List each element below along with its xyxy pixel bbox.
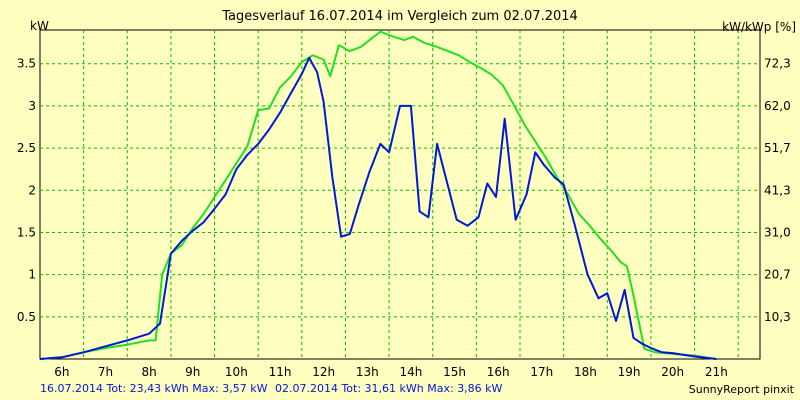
- x-tick-label: 20h: [661, 365, 684, 379]
- x-tick-label: 6h: [54, 365, 69, 379]
- y-tick-label-left: 3.5: [17, 57, 36, 71]
- y-tick-label-right: 20,7: [764, 268, 791, 282]
- y-tick-label-left: 0.5: [17, 310, 36, 324]
- y-tick-label-right: 31,0: [764, 225, 791, 239]
- y-tick-label-left: 2.5: [17, 141, 36, 155]
- x-tick-label: 7h: [98, 365, 113, 379]
- footer-series-1-summary: 16.07.2014 Tot: 23,43 kWh Max: 3,57 kW: [40, 382, 268, 395]
- y-tick-label-left: 1: [28, 268, 36, 282]
- x-tick-label: 14h: [399, 365, 422, 379]
- x-tick-label: 13h: [356, 365, 379, 379]
- series-line-1: [39, 56, 717, 360]
- y-tick-label-right: 62,0: [764, 99, 791, 113]
- footer-series-2-summary: 02.07.2014 Tot: 31,61 kWh Max: 3,86 kW: [274, 382, 503, 395]
- chart-footer: 16.07.2014 Tot: 23,43 kWh Max: 3,57 kW 0…: [40, 382, 502, 395]
- y-axis-label-left: kW: [30, 19, 49, 33]
- x-tick-label: 8h: [141, 365, 156, 379]
- y-tick-label-left: 3: [28, 99, 36, 113]
- y-axis-label-right: kW/kWp [%]: [722, 20, 796, 34]
- x-tick-label: 19h: [618, 365, 641, 379]
- y-tick-label-right: 41,3: [764, 183, 791, 197]
- x-tick-label: 16h: [487, 365, 510, 379]
- credit-text: SunnyReport pinxit: [688, 383, 794, 396]
- chart-title: Tagesverlauf 16.07.2014 im Vergleich zum…: [222, 9, 578, 24]
- x-tick-label: 10h: [225, 365, 248, 379]
- y-tick-label-left: 1.5: [17, 225, 36, 239]
- x-tick-label: 18h: [574, 365, 597, 379]
- y-tick-label-right: 51,7: [764, 141, 791, 155]
- x-tick-label: 17h: [530, 365, 553, 379]
- y-tick-label-left: 2: [28, 183, 36, 197]
- x-tick-label: 21h: [705, 365, 728, 379]
- x-tick-label: 15h: [443, 365, 466, 379]
- plot-frame: [39, 29, 761, 360]
- x-tick-label: 11h: [269, 365, 292, 379]
- y-tick-label-right: 72,3: [764, 57, 791, 71]
- x-tick-label: 12h: [312, 365, 335, 379]
- y-tick-label-right: 10,3: [764, 310, 791, 324]
- x-tick-label: 9h: [185, 365, 200, 379]
